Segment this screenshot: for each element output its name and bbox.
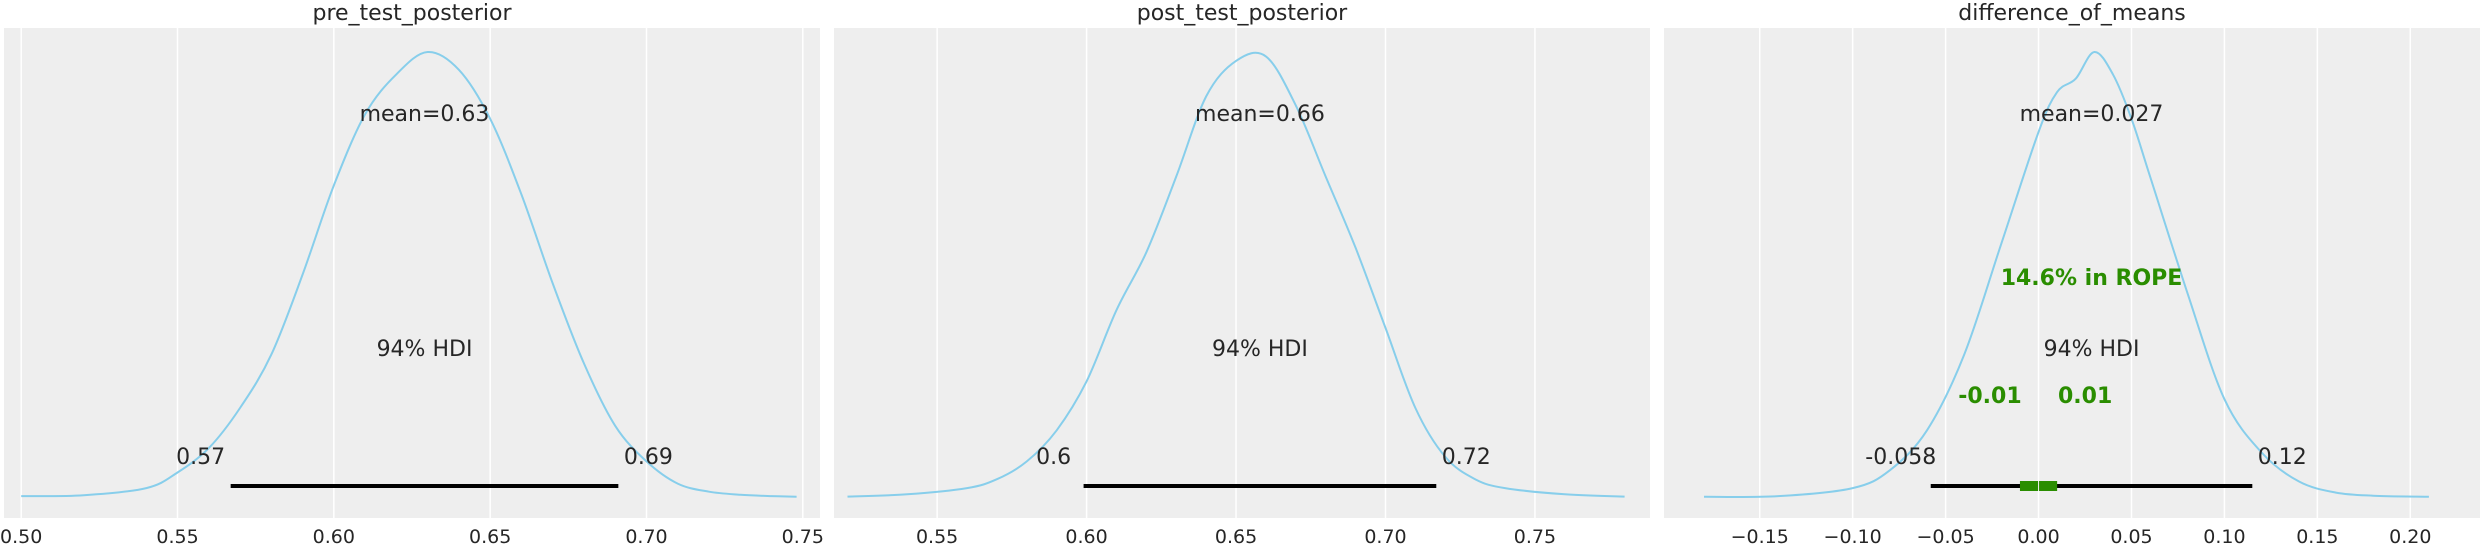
- x-tick-label: 0.60: [313, 526, 355, 548]
- mean-label: mean=0.027: [2020, 102, 2164, 127]
- density-curve: [1703, 51, 2429, 498]
- x-tick-label: 0.65: [1215, 526, 1257, 548]
- x-tick-label: 0.05: [2110, 526, 2152, 548]
- panel-difference-of-means: difference_of_means −0.15 −0.10 −0.05 0.00 0…: [1664, 1, 2480, 548]
- x-tick-label: 0.20: [2389, 526, 2431, 548]
- rope-low-label: -0.01: [1958, 384, 2021, 409]
- panel-title: post_test_posterior: [1137, 1, 1348, 26]
- x-tick-label: 0.75: [1514, 526, 1556, 548]
- rope-label: 14.6% in ROPE: [2001, 266, 2183, 291]
- mean-label: mean=0.66: [1195, 102, 1325, 127]
- density-curve: [21, 50, 797, 498]
- x-tick-label: −0.10: [1824, 526, 1882, 548]
- hdi-label: 94% HDI: [2044, 337, 2140, 362]
- hdi-high-label: 0.72: [1442, 445, 1491, 470]
- panel-title: pre_test_posterior: [312, 1, 512, 26]
- plot-area: [1664, 28, 2480, 518]
- x-tick-label: 0.60: [1065, 526, 1107, 548]
- x-tick-label: 0.00: [2017, 526, 2059, 548]
- x-tick-label: 0.15: [2296, 526, 2338, 548]
- x-tick-label: 0.75: [782, 526, 824, 548]
- hdi-label: 94% HDI: [377, 337, 473, 362]
- hdi-low-label: 0.6: [1036, 445, 1071, 470]
- hdi-low-label: 0.57: [176, 445, 225, 470]
- hdi-high-label: 0.12: [2258, 445, 2307, 470]
- x-tick-label: 0.10: [2203, 526, 2245, 548]
- hdi-low-label: -0.058: [1865, 445, 1936, 470]
- x-tick-label: 0.70: [625, 526, 667, 548]
- x-tick-label: 0.55: [916, 526, 958, 548]
- rope-high-label: 0.01: [2058, 384, 2112, 409]
- panel-pre-test-posterior: pre_test_posterior 0.50 0.55 0.60 0.65 0.70 0…: [0, 1, 824, 548]
- panel-post-test-posterior: post_test_posterior 0.55 0.60 0.65 0.70 0.75…: [834, 1, 1650, 548]
- x-tick-label: −0.05: [1916, 526, 1974, 548]
- mean-label: mean=0.63: [360, 102, 490, 127]
- hdi-high-label: 0.69: [624, 445, 673, 470]
- plot-area: [834, 28, 1650, 518]
- hdi-label: 94% HDI: [1212, 337, 1308, 362]
- density-curve: [847, 51, 1625, 498]
- plot-area: [4, 28, 820, 518]
- panel-title: difference_of_means: [1958, 1, 2186, 26]
- x-tick-label: 0.65: [469, 526, 511, 548]
- x-tick-label: 0.70: [1364, 526, 1406, 548]
- x-tick-label: 0.55: [156, 526, 198, 548]
- x-tick-label: −0.15: [1731, 526, 1789, 548]
- x-tick-label: 0.50: [0, 526, 42, 548]
